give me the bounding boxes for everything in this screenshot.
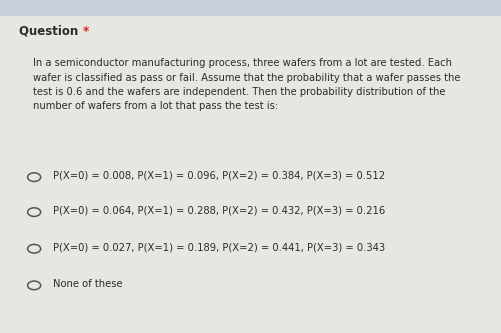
Text: Question: Question [19,25,82,38]
Text: P(X=0) = 0.008, P(X=1) = 0.096, P(X=2) = 0.384, P(X=3) = 0.512: P(X=0) = 0.008, P(X=1) = 0.096, P(X=2) =… [53,171,384,181]
Text: P(X=0) = 0.064, P(X=1) = 0.288, P(X=2) = 0.432, P(X=3) = 0.216: P(X=0) = 0.064, P(X=1) = 0.288, P(X=2) =… [53,206,384,216]
Text: P(X=0) = 0.027, P(X=1) = 0.189, P(X=2) = 0.441, P(X=3) = 0.343: P(X=0) = 0.027, P(X=1) = 0.189, P(X=2) =… [53,242,384,252]
Text: None of these: None of these [53,279,122,289]
Text: In a semiconductor manufacturing process, three wafers from a lot are tested. Ea: In a semiconductor manufacturing process… [33,58,459,112]
Text: *: * [82,25,88,38]
Bar [0,0,501,15]
